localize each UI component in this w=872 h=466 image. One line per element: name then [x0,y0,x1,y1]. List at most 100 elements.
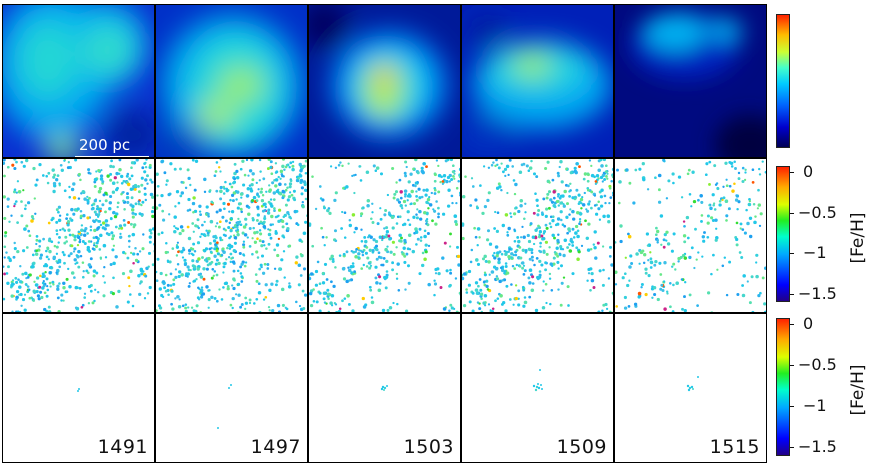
star-particle [306,164,307,167]
star-particle [527,169,531,172]
star-particle [218,208,222,212]
star-particle [694,227,697,231]
star-particle [38,162,42,167]
star-particle [28,296,32,300]
star-particle [337,163,341,167]
star-particle [19,265,22,268]
star-particle [396,262,400,266]
star-particle [658,261,662,265]
star-particle [262,220,266,224]
star-particle [77,172,81,176]
star-particle [407,193,411,197]
star-particle [212,274,215,277]
star-particle [725,184,729,188]
star-particle [177,304,182,309]
star-particle [521,266,525,270]
star-particle [647,274,651,278]
star-particle [528,166,533,170]
star-particle [446,159,450,162]
star-particle [396,302,399,306]
star-particle [386,193,390,197]
star-particle [76,243,80,247]
star-particle [497,257,501,261]
star-particle [239,192,244,196]
star-particle [366,256,370,260]
star-particle [163,286,167,290]
star-particle [347,162,350,165]
star-particle [300,192,304,196]
star-particle [153,250,154,253]
star-particle [728,160,732,164]
star-particle [347,268,352,273]
star-particle [281,189,285,194]
star-particle [61,250,65,254]
star-particle [97,220,100,223]
star-particle [601,283,605,287]
star-particle [15,160,18,164]
star-particle [697,251,700,254]
star-particle [22,249,26,253]
star-particle [434,272,438,275]
star-particle [371,202,374,205]
star-particle [374,244,379,248]
star-particle [298,304,302,308]
star-particle [55,260,58,263]
star-particle [535,257,539,260]
star-particle [96,226,100,230]
star-particle [608,186,612,190]
star-particle [13,188,17,191]
star-particle [148,228,153,233]
star-particle [458,191,460,195]
star-particle [586,179,590,183]
star-particle [95,271,99,275]
star-particle [527,239,532,244]
star-particle [478,236,481,239]
star-particle [495,229,499,233]
star-particle [258,239,262,243]
star-particle [346,294,350,298]
star-particle [309,289,314,293]
star-particle [370,296,374,299]
star-particle [64,235,68,239]
star-particle [556,260,560,264]
star-particle [141,247,145,251]
star-particle [274,184,278,188]
star-particle [219,236,222,240]
star-particle [519,203,523,208]
star-particle [404,192,407,196]
star-particle [484,259,488,263]
star-particle [303,182,307,187]
star-particle [405,309,409,312]
star-particle [89,225,93,228]
star-particle [704,173,708,177]
star-particle [395,246,398,249]
star-particle [548,272,552,276]
star-particle [56,284,60,288]
star-particle [479,288,483,292]
star-particle [58,282,61,285]
star-particle [243,264,247,268]
star-particle [274,178,279,182]
star-particle [459,193,460,197]
star-particle [415,190,418,193]
star-particle [55,232,59,236]
star-particle [410,189,414,194]
star-particle [220,253,224,257]
star-particle [659,287,663,291]
star-particle [163,171,167,175]
star-particle [110,231,114,235]
star-particle [701,235,705,239]
star-particle [270,172,274,176]
star-particle [433,282,438,286]
star-particle [57,210,60,214]
star-particle [544,261,548,265]
star-particle [46,181,50,185]
star-particle [39,290,43,294]
star-particle [576,229,580,233]
star-particle [559,194,563,198]
star-particle [160,193,164,198]
star-particle [493,256,497,260]
star-particle [125,174,129,178]
star-particle [551,219,555,223]
star-particle [297,263,302,268]
